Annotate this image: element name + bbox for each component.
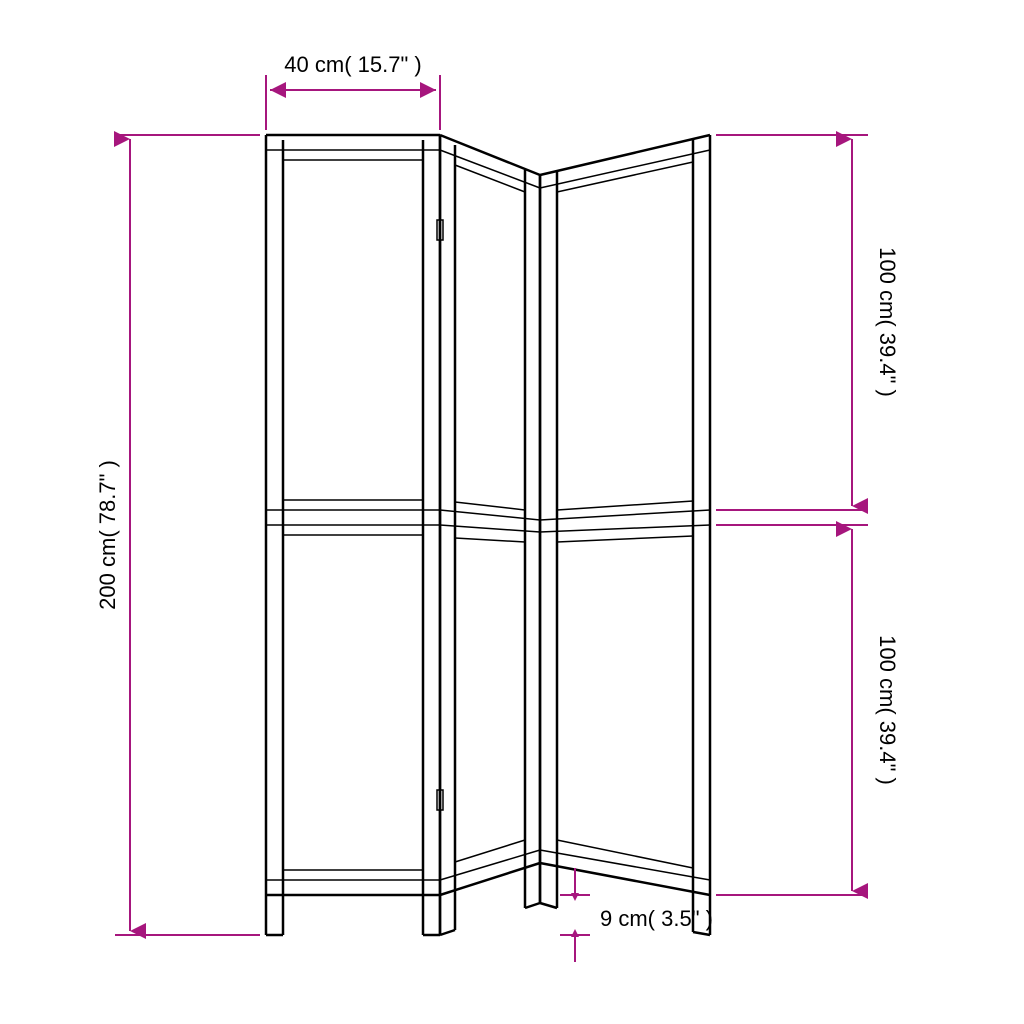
product-drawing bbox=[266, 135, 710, 935]
dim-width: 40 cm( 15.7" ) bbox=[266, 52, 440, 130]
left-panel bbox=[266, 135, 440, 935]
total-height-label: 200 cm( 78.7" ) bbox=[95, 460, 120, 610]
right-panel bbox=[540, 135, 710, 935]
dim-lower: 100 cm( 39.4" ) bbox=[716, 525, 900, 895]
width-label: 40 cm( 15.7" ) bbox=[284, 52, 421, 77]
dimension-diagram: 40 cm( 15.7" ) 200 cm( 78.7" ) 100 cm( 3… bbox=[0, 0, 1024, 1024]
upper-label: 100 cm( 39.4" ) bbox=[875, 247, 900, 397]
foot-label: 9 cm( 3.5" ) bbox=[600, 906, 713, 931]
dim-total-height: 200 cm( 78.7" ) bbox=[95, 135, 260, 935]
dim-upper: 100 cm( 39.4" ) bbox=[716, 135, 900, 510]
lower-label: 100 cm( 39.4" ) bbox=[875, 635, 900, 785]
center-panel bbox=[437, 135, 540, 935]
